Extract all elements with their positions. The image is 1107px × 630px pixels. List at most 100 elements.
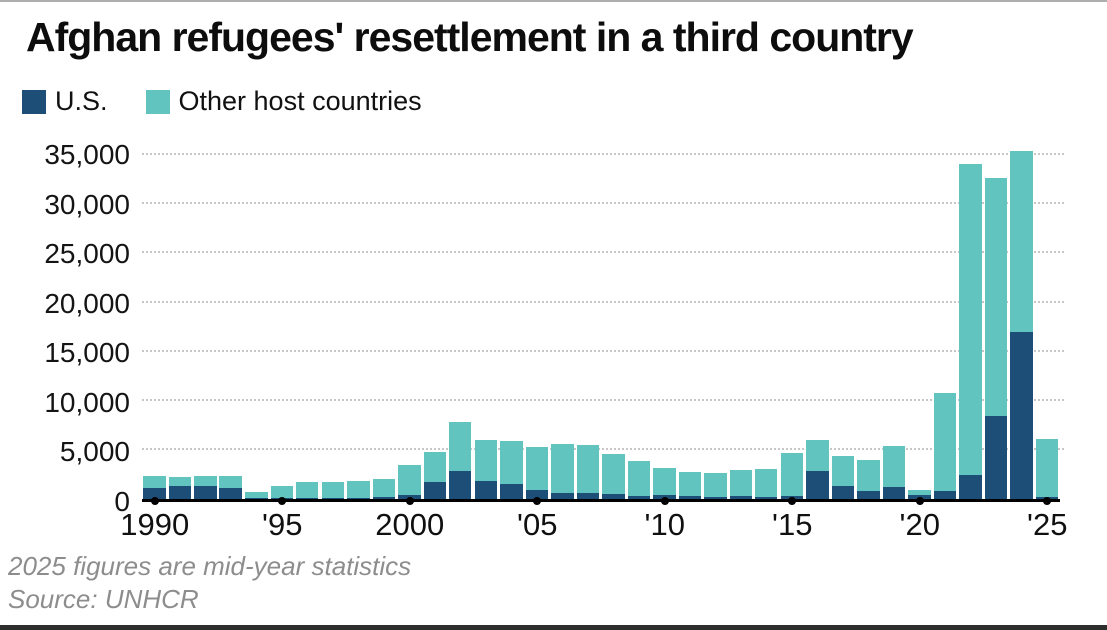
x-axis-label: 1990	[120, 507, 190, 542]
y-axis-label: 5,000	[59, 436, 130, 468]
other-host-segment	[602, 453, 625, 495]
other-host-segment	[857, 459, 880, 492]
us-segment	[576, 493, 599, 499]
other-host-segment	[627, 460, 650, 496]
y-axis-label: 20,000	[44, 287, 130, 319]
y-axis-label: 10,000	[44, 386, 130, 418]
bar-2008	[601, 150, 627, 499]
us-segment	[754, 496, 778, 499]
other-host-segment	[1010, 151, 1033, 332]
other-host-segment	[729, 469, 752, 497]
us-segment	[474, 481, 497, 499]
other-host-segment	[933, 392, 956, 491]
other-host-segment	[372, 479, 395, 498]
bar-1997	[321, 150, 347, 499]
us-segment	[423, 482, 446, 499]
bar-1995	[270, 150, 296, 499]
us-segment	[143, 488, 166, 499]
other-host-segment	[984, 177, 1007, 417]
other-host-segment	[653, 467, 676, 496]
other-host-segment	[908, 490, 931, 496]
bar-2004	[499, 150, 525, 499]
us-segment	[678, 495, 701, 499]
gridline	[142, 202, 1064, 205]
us-segment	[984, 416, 1007, 499]
x-axis-label: '10	[644, 507, 685, 542]
us-segment	[882, 487, 905, 499]
legend: U.S. Other host countries	[22, 86, 422, 117]
us-segment	[372, 497, 395, 499]
us-color-swatch	[22, 89, 46, 114]
bar-2000	[397, 150, 423, 499]
x-axis-tick-dot	[660, 497, 669, 505]
x-axis-tick-dot	[278, 497, 287, 505]
other-host-segment	[321, 482, 344, 498]
x-axis-tick-dot	[1043, 497, 1052, 505]
x-axis-tick-dot	[150, 497, 159, 505]
bar-2007	[576, 150, 602, 499]
legend-label-us: U.S.	[55, 86, 108, 116]
bar-2010	[652, 150, 678, 499]
y-axis-label: 25,000	[44, 238, 130, 270]
other-color-swatch	[145, 89, 170, 114]
bar-2006	[550, 150, 576, 499]
us-segment	[219, 488, 242, 499]
us-segment	[500, 484, 523, 499]
other-host-segment	[525, 446, 548, 491]
other-host-segment	[576, 444, 599, 494]
other-host-segment	[831, 455, 854, 487]
bar-2016	[805, 150, 831, 499]
bar-2003	[474, 150, 500, 499]
legend-label-other: Other host countries	[178, 86, 422, 116]
chart-title: Afghan refugees' resettlement in a third…	[26, 14, 914, 60]
us-segment	[857, 491, 880, 499]
x-axis-label: '20	[899, 507, 940, 542]
plot-area	[142, 150, 1064, 505]
bar-2005	[525, 150, 551, 499]
bar-1996	[295, 150, 321, 499]
gridline	[142, 349, 1064, 352]
other-host-segment	[194, 476, 217, 487]
bar-1999	[372, 150, 398, 499]
gridline	[142, 300, 1064, 303]
us-segment	[321, 497, 344, 499]
us-segment	[627, 495, 650, 499]
bar-2020	[907, 150, 933, 499]
us-segment	[551, 492, 574, 499]
bar-2021	[933, 150, 959, 499]
bar-2015	[780, 150, 806, 499]
other-host-segment	[270, 486, 293, 499]
bar-2012	[703, 150, 729, 499]
bar-2022	[958, 150, 984, 499]
footnote: 2025 figures are mid-year statistics	[8, 551, 412, 581]
bar-1993	[218, 150, 244, 499]
other-host-segment	[754, 468, 778, 497]
x-axis-label: 2000	[375, 507, 445, 542]
us-segment	[959, 475, 982, 499]
other-host-segment	[219, 476, 242, 489]
bar-1998	[346, 150, 372, 499]
bar-2018	[856, 150, 882, 499]
us-segment	[602, 494, 625, 499]
x-axis-tick-dot	[405, 497, 414, 505]
bar-2001	[423, 150, 449, 499]
gridline	[142, 251, 1064, 254]
x-axis-tick-dot	[915, 497, 924, 505]
source-credit: Source: UNHCR	[8, 584, 199, 614]
x-axis-label: '05	[517, 507, 558, 542]
y-axis-label: 15,000	[44, 337, 130, 369]
bar-2025	[1035, 150, 1061, 499]
legend-item-us: U.S.	[22, 86, 108, 117]
other-host-segment	[423, 451, 446, 483]
other-host-segment	[1035, 439, 1058, 498]
bar-2017	[831, 150, 857, 499]
bar-2014	[754, 150, 780, 499]
us-segment	[448, 470, 472, 499]
bottom-rule	[0, 625, 1107, 630]
us-segment	[525, 490, 548, 499]
other-host-segment	[398, 464, 421, 496]
other-host-segment	[448, 422, 472, 471]
us-segment	[704, 496, 727, 499]
x-axis-tick-dot	[788, 497, 797, 505]
